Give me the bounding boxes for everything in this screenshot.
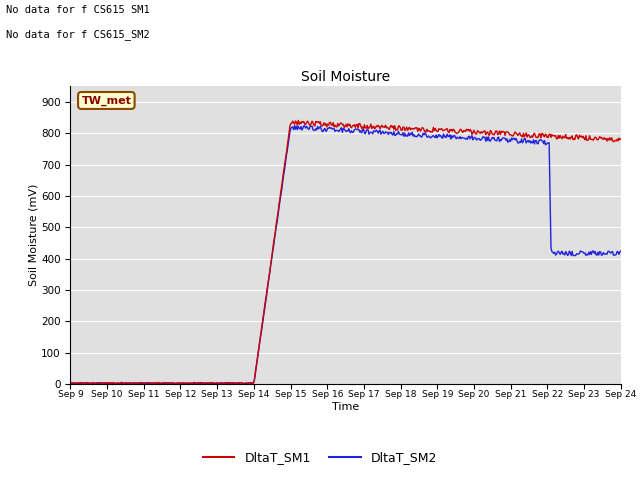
Line: DltaT_SM1: DltaT_SM1 (70, 120, 621, 384)
DltaT_SM2 (617, 248, 625, 254)
DltaT_SM1 (393, 126, 401, 132)
DltaT_SM1 (483, 130, 490, 135)
Title: Soil Moisture: Soil Moisture (301, 70, 390, 84)
DltaT_SM1 (165, 381, 173, 386)
DltaT_SM2 (291, 123, 298, 129)
DltaT_SM1 (77, 381, 85, 386)
Line: DltaT_SM2: DltaT_SM2 (70, 126, 621, 384)
DltaT_SM2 (393, 131, 401, 136)
DltaT_SM1 (209, 380, 217, 385)
X-axis label: Time: Time (332, 402, 359, 412)
DltaT_SM1 (617, 136, 625, 142)
Text: TW_met: TW_met (81, 96, 131, 106)
DltaT_SM1 (436, 126, 444, 132)
DltaT_SM1 (294, 118, 302, 123)
Text: No data for f CS615_SM2: No data for f CS615_SM2 (6, 29, 150, 40)
DltaT_SM1 (67, 380, 74, 385)
Text: No data for f CS615 SM1: No data for f CS615 SM1 (6, 5, 150, 15)
DltaT_SM2 (483, 134, 490, 140)
DltaT_SM2 (165, 380, 173, 385)
DltaT_SM2 (317, 126, 325, 132)
Y-axis label: Soil Moisture (mV): Soil Moisture (mV) (28, 184, 38, 287)
DltaT_SM2 (109, 381, 116, 386)
Legend: DltaT_SM1, DltaT_SM2: DltaT_SM1, DltaT_SM2 (198, 446, 442, 469)
DltaT_SM2 (436, 133, 444, 139)
DltaT_SM1 (317, 123, 325, 129)
DltaT_SM2 (67, 381, 74, 386)
DltaT_SM2 (209, 380, 217, 386)
